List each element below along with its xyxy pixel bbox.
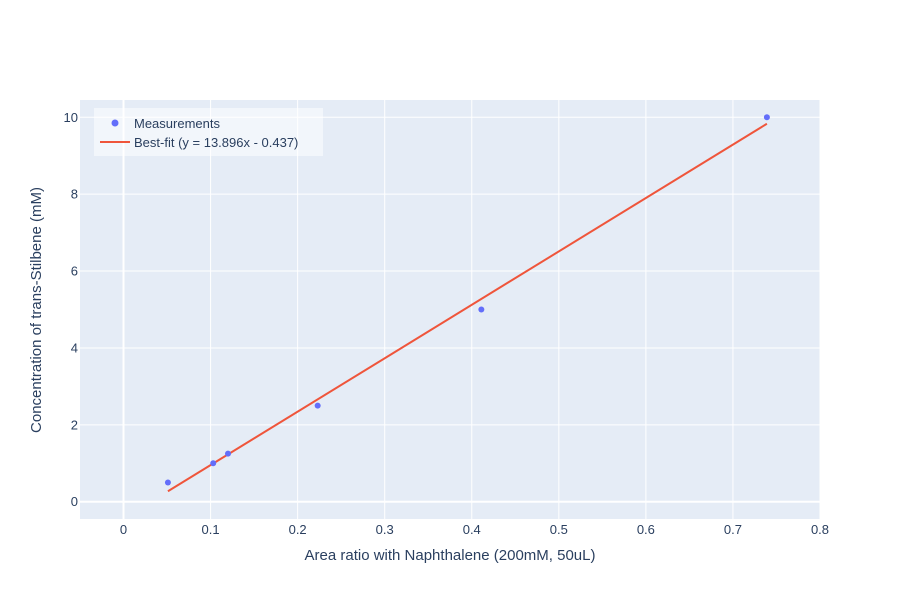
x-tick-label: 0.1 (202, 522, 220, 537)
measurement-point[interactable] (164, 479, 171, 486)
legend[interactable]: Measurements Best-fit (y = 13.896x - 0.4… (94, 108, 323, 156)
x-axis-ticks: 0 0.1 0.2 0.3 0.4 0.5 0.6 0.7 0.8 (120, 522, 829, 537)
x-tick-label: 0.4 (463, 522, 481, 537)
y-tick-label: 6 (71, 264, 78, 279)
x-tick-label: 0.8 (811, 522, 829, 537)
grid (80, 100, 821, 519)
legend-label-best-fit: Best-fit (y = 13.896x - 0.437) (134, 135, 298, 150)
legend-box (94, 108, 323, 156)
best-fit-line (167, 122, 768, 493)
y-axis-ticks: 0 2 4 6 8 10 (64, 110, 78, 509)
x-tick-label: 0.7 (724, 522, 742, 537)
measurement-point[interactable] (210, 460, 217, 467)
y-tick-label: 2 (71, 417, 78, 432)
x-tick-label: 0.6 (637, 522, 655, 537)
legend-label-measurements: Measurements (134, 116, 220, 131)
x-tick-label: 0 (120, 522, 127, 537)
plot-background (80, 100, 820, 519)
x-tick-label: 0.2 (289, 522, 307, 537)
measurement-point[interactable] (478, 306, 485, 313)
y-tick-label: 4 (71, 340, 78, 355)
x-tick-label: 0.3 (376, 522, 394, 537)
series-layer (164, 114, 770, 493)
y-axis-title: Concentration of trans-Stilbene (mM) (28, 187, 45, 433)
y-tick-label: 8 (71, 187, 78, 202)
x-axis-title: Area ratio with Naphthalene (200mM, 50uL… (305, 547, 596, 564)
legend-marker-measurements (111, 119, 119, 127)
measurement-point[interactable] (763, 114, 770, 121)
y-tick-label: 0 (71, 494, 78, 509)
measurement-point[interactable] (225, 450, 231, 457)
x-tick-label: 0.5 (550, 522, 568, 537)
measurement-point[interactable] (314, 402, 321, 409)
y-tick-label: 10 (64, 110, 78, 125)
